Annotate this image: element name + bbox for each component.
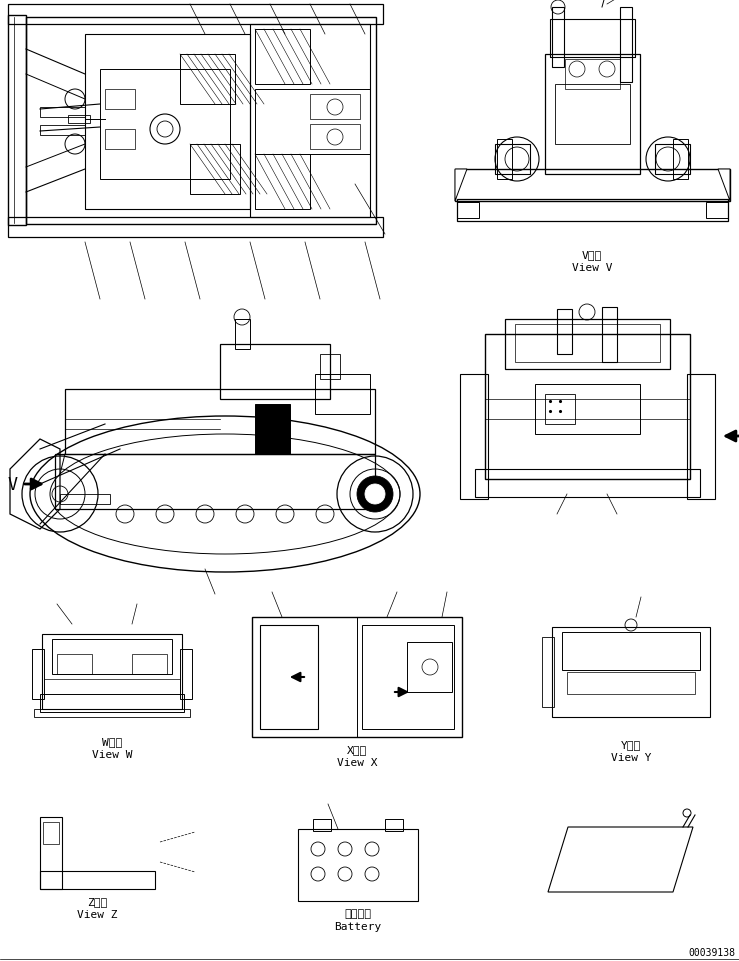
Bar (105, 90, 135, 110)
Bar (407, 642, 452, 692)
Bar (255, 90, 370, 155)
Bar (455, 170, 730, 202)
Bar (8, 5, 383, 25)
Bar (68, 116, 90, 124)
Bar (310, 125, 360, 150)
Bar (515, 325, 660, 362)
Bar (495, 145, 530, 175)
Bar (475, 470, 700, 498)
Bar (55, 455, 375, 509)
Bar (60, 495, 110, 505)
Text: X　視: X 視 (347, 744, 367, 754)
Polygon shape (718, 170, 730, 202)
Ellipse shape (365, 484, 385, 505)
Bar (26, 18, 376, 225)
Bar (542, 637, 554, 707)
Text: V　視: V 視 (582, 250, 602, 259)
Bar (132, 654, 167, 675)
Bar (8, 16, 26, 226)
Bar (562, 632, 700, 671)
Bar (457, 200, 728, 222)
Bar (190, 145, 240, 195)
Bar (40, 817, 62, 889)
Bar (100, 70, 230, 180)
Bar (565, 60, 620, 90)
Text: 00039138: 00039138 (688, 947, 735, 957)
Text: Z　視: Z 視 (87, 896, 107, 906)
Bar (315, 375, 370, 414)
Bar (673, 140, 688, 180)
Text: View W: View W (92, 750, 132, 759)
Bar (298, 829, 418, 901)
Bar (550, 20, 635, 58)
Bar (40, 108, 85, 118)
Bar (602, 308, 617, 362)
Bar (485, 334, 690, 480)
Bar (320, 355, 340, 380)
Text: Y　視: Y 視 (621, 739, 641, 750)
Bar (105, 130, 135, 150)
Bar (52, 639, 172, 675)
Bar (32, 650, 44, 700)
Bar (385, 819, 403, 831)
Bar (40, 871, 155, 889)
Bar (460, 375, 488, 500)
Text: View Y: View Y (610, 752, 651, 762)
Bar (552, 628, 710, 717)
Bar (557, 309, 572, 355)
Bar (535, 384, 640, 434)
Bar (313, 819, 331, 831)
Bar (362, 626, 454, 729)
Bar (40, 694, 184, 712)
Bar (180, 650, 192, 700)
Text: V: V (8, 476, 18, 494)
Bar (57, 654, 92, 675)
Bar (220, 345, 330, 400)
Bar (255, 30, 310, 85)
Bar (545, 395, 575, 425)
Bar (655, 145, 690, 175)
Bar (180, 55, 235, 105)
Bar (260, 626, 318, 729)
Bar (706, 203, 728, 219)
Text: W　視: W 視 (102, 736, 122, 747)
Bar (43, 823, 59, 844)
Text: View X: View X (337, 757, 377, 767)
Polygon shape (255, 405, 290, 455)
Bar (552, 8, 564, 68)
Bar (40, 126, 85, 136)
Bar (250, 25, 370, 218)
Bar (42, 634, 182, 709)
Text: Battery: Battery (334, 921, 381, 931)
Bar (34, 709, 190, 717)
Bar (255, 155, 310, 209)
Text: バッテリ: バッテリ (344, 908, 372, 918)
Bar (545, 55, 640, 175)
Text: View V: View V (572, 262, 612, 273)
Bar (310, 95, 360, 120)
Bar (8, 218, 383, 237)
Ellipse shape (357, 477, 393, 512)
Bar (252, 617, 462, 737)
Bar (457, 203, 479, 219)
Bar (235, 320, 250, 350)
Bar (687, 375, 715, 500)
Polygon shape (455, 170, 467, 202)
Bar (555, 85, 630, 145)
Bar (505, 320, 670, 370)
Bar (567, 673, 695, 694)
Bar (620, 8, 632, 83)
Bar (85, 35, 250, 209)
Bar (497, 140, 512, 180)
Bar (65, 389, 375, 455)
Text: View Z: View Z (77, 909, 118, 919)
